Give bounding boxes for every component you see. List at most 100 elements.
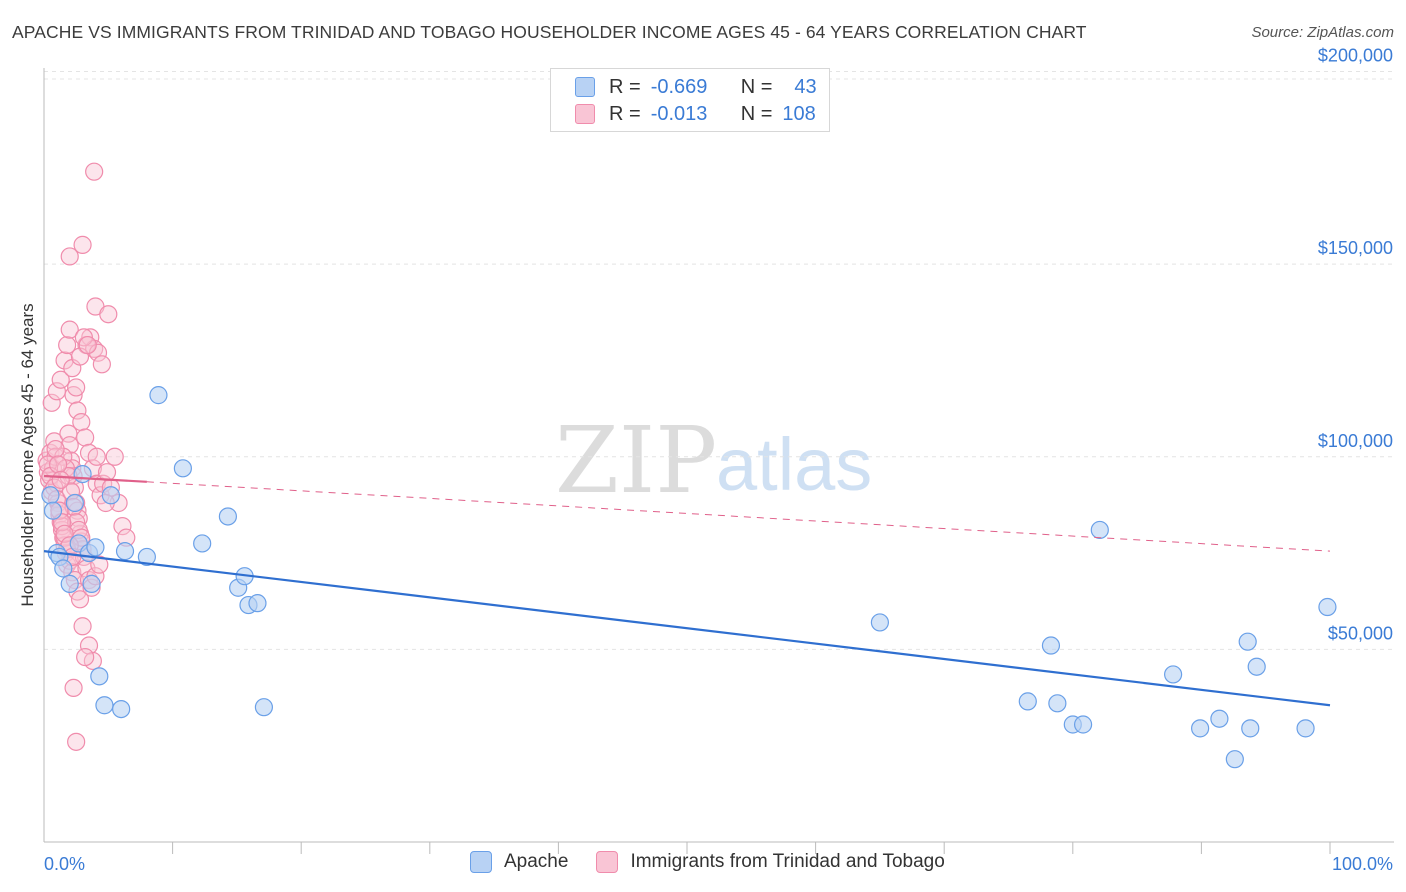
trinidad-point [76,428,95,447]
apache-point [65,493,84,513]
trinidad-point [38,455,57,474]
trinidad-point [58,335,77,355]
trinidad-point [67,378,86,397]
y-axis-label: Householder Income Ages 45 - 64 years [18,303,37,606]
trinidad-point [88,343,108,362]
legend-item-apache: Apache [470,851,568,873]
apache-point [193,534,212,553]
legend-row-trinidad: R = -0.013 N = 108 [575,102,816,126]
apache-point [95,696,114,715]
trinidad-point [64,678,83,698]
trinidad-point [51,370,70,389]
apache-point [1048,694,1067,713]
watermark-zip: ZIP [555,407,717,514]
r-value: -0.013 [650,102,708,125]
apache-point [1296,719,1315,738]
apache-point [1041,636,1061,655]
apache-point [149,386,168,405]
y-tick-label: $50,000 [1328,623,1393,643]
trinidad-point [55,524,74,543]
legend-row-apache: R = -0.669 N = 43 [575,75,817,99]
apache-point [1247,657,1266,676]
apache-point [1225,750,1244,769]
trinidad-point [60,436,79,455]
trinidad-point [105,447,124,466]
legend-item-trinidad: Immigrants from Trinidad and Tobago [596,851,945,873]
apache-point [73,464,92,484]
apache-point [1241,719,1260,738]
source-label: Source: ZipAtlas.com [1251,24,1394,41]
x-tick-label-0: 0.0% [44,854,85,874]
apache-point [137,547,156,567]
trinidad-point [51,470,70,489]
trend-lines [43,474,1331,707]
x-tick-label-100: 100.0% [1332,854,1393,874]
trinidad-point [97,463,117,482]
correlation-legend: R = -0.669 N = 43 R = -0.013 N = 108 [550,68,830,132]
trinidad-point [79,636,99,655]
trinidad-swatch-icon [575,104,595,124]
y-tick-label: $150,000 [1318,238,1393,258]
trinidad-point [70,590,90,609]
apache-point [60,574,79,593]
trinidad-point [60,247,79,266]
trinidad-point [92,355,111,374]
chart-title: APACHE VS IMMIGRANTS FROM TRINIDAD AND T… [12,22,1087,42]
apache-point [43,501,63,520]
watermark-atlas: atlas [716,423,872,506]
trinidad-point [42,393,61,412]
trinidad-points [37,162,136,751]
y-tick-label: $100,000 [1318,431,1393,451]
apache-point [101,486,120,505]
trinidad-trend-line [43,474,147,483]
n-value: 43 [794,75,817,98]
trinidad-point [46,439,65,459]
apache-legend-icon [470,851,492,873]
trinidad-point [60,320,79,339]
apache-point [173,459,192,478]
n-value: 108 [782,102,816,125]
apache-point [112,699,131,719]
trinidad-point [99,305,118,324]
y-tick-label: $200,000 [1318,46,1393,66]
trinidad-point [78,335,97,355]
trinidad-point [67,732,86,751]
n-label: N = [740,102,773,125]
r-label: R = [609,75,641,98]
trinidad-point [76,647,95,667]
legend-label-trinidad: Immigrants from Trinidad and Tobago [630,851,945,872]
trinidad-point [68,401,87,420]
apache-point [1318,597,1337,617]
x-tick-marks [172,842,1331,854]
apache-point [1164,665,1183,684]
trinidad-point [87,447,106,466]
r-value: -0.669 [650,75,708,98]
trinidad-trend-extension [146,481,1331,552]
apache-point [41,486,60,505]
apache-swatch-icon [575,77,595,97]
apache-point [1018,692,1037,711]
apache-point [248,594,267,613]
trinidad-point [90,555,109,574]
series-legend: Apache Immigrants from Trinidad and Toba… [470,851,973,873]
apache-point [1210,709,1229,728]
trinidad-legend-icon [596,851,619,873]
n-label: N = [740,75,773,98]
apache-points [41,386,1337,769]
apache-point [254,698,274,717]
apache-point [90,667,109,686]
apache-point [870,613,890,632]
legend-label-apache: Apache [504,851,569,872]
apache-point [1090,520,1109,540]
trinidad-point [49,455,68,474]
trinidad-point [73,617,92,636]
apache-point [1238,632,1257,651]
y-tick-labels: $50,000 $100,000 $150,000 $200,000 [1318,46,1393,644]
grid-lines [44,71,1394,650]
trinidad-point [113,517,132,536]
trinidad-point [85,162,104,181]
trinidad-point [72,412,91,432]
apache-point [115,542,135,561]
apache-point [82,574,101,593]
